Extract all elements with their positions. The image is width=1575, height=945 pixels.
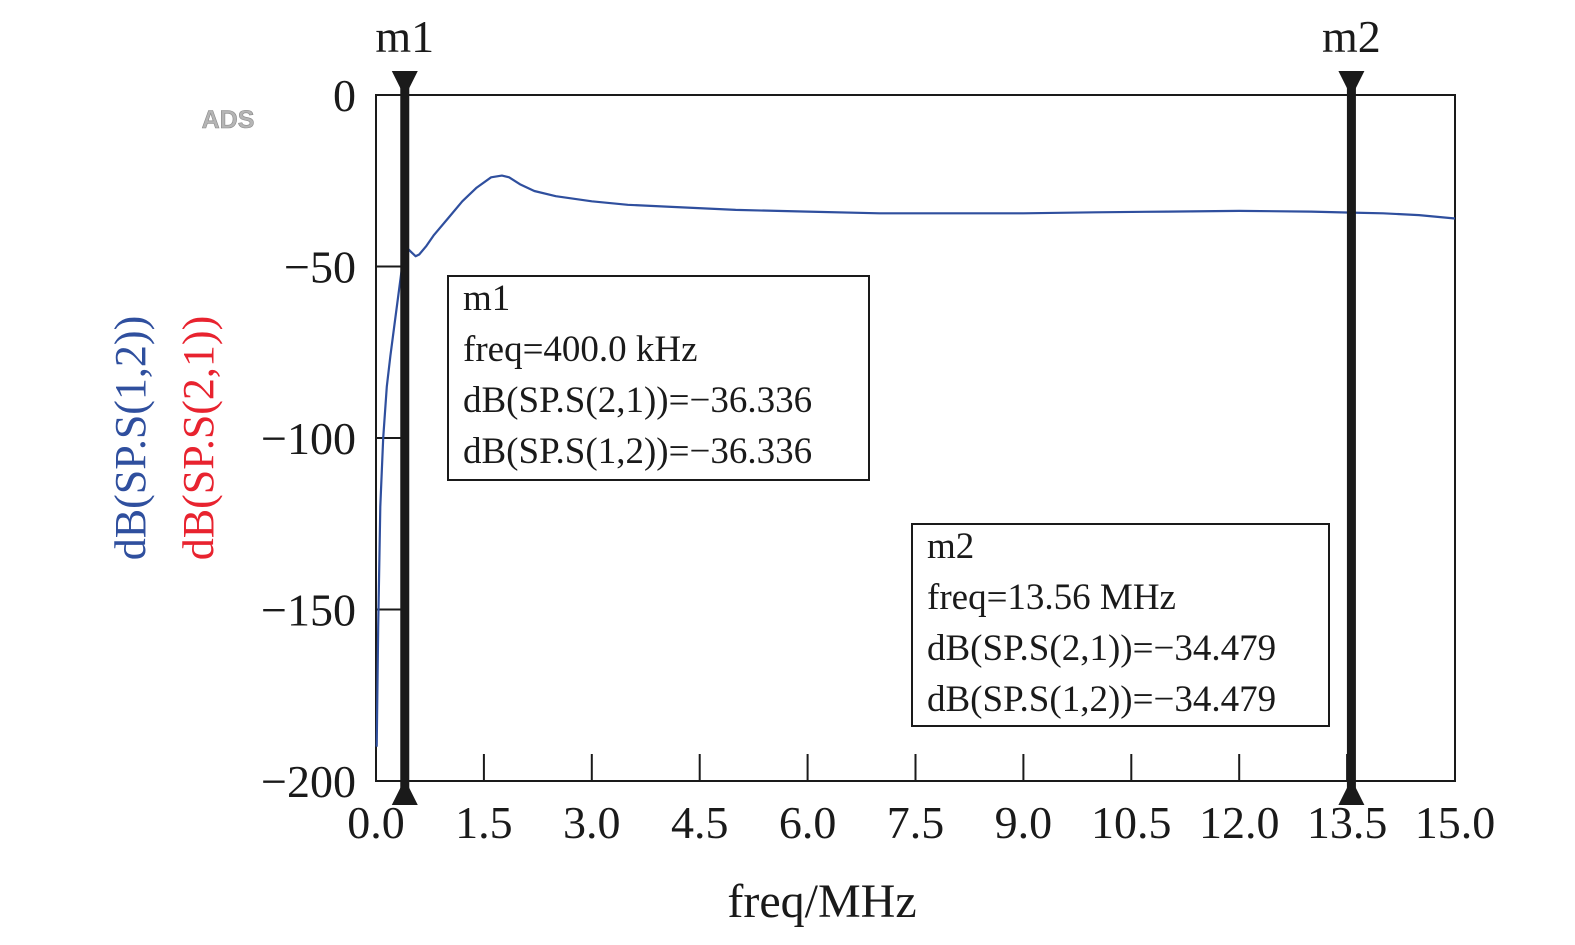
m2-marker-label: m2 bbox=[1322, 11, 1381, 62]
x-tick-label: 6.0 bbox=[779, 797, 837, 848]
m2-readout-line: dB(SP.S(1,2))=−34.479 bbox=[927, 679, 1276, 720]
series-layer bbox=[375, 174, 1456, 747]
x-axis-ticks: 0.0 1.5 3.0 4.5 6.0 7.5 9.0 10.5 12.0 13.5 15.0 bbox=[347, 754, 1495, 848]
x-tick-label: 1.5 bbox=[455, 797, 513, 848]
m2-readout-line: m2 bbox=[927, 526, 974, 567]
y-tick-label: −50 bbox=[284, 242, 356, 293]
software-label: ADS bbox=[202, 106, 255, 134]
x-tick-label: 13.5 bbox=[1307, 797, 1388, 848]
series-line-1 bbox=[375, 174, 1456, 747]
y-axis-label: dB(SP.S(1,2)) dB(SP.S(2,1)) bbox=[106, 316, 223, 561]
x-tick-label: 10.5 bbox=[1091, 797, 1172, 848]
x-axis-label: freq/MHz bbox=[727, 875, 916, 928]
marker-layer: m1 m1 freq=400.0 kHz dB(SP.S(2,1))=−36.336 d… bbox=[375, 11, 1381, 805]
y-axis-ticks: 0 −50 −100 −150 −200 bbox=[261, 70, 403, 807]
m1-marker-bottom-icon bbox=[391, 779, 418, 805]
m2-readout-box bbox=[911, 523, 1330, 727]
m1-readout-line: dB(SP.S(2,1))=−36.336 bbox=[463, 380, 812, 421]
x-tick-label: 4.5 bbox=[671, 797, 729, 848]
y-axis-label-series-1: dB(SP.S(1,2)) bbox=[106, 316, 155, 561]
y-tick-label: −200 bbox=[261, 756, 356, 807]
y-axis-label-series-2: dB(SP.S(2,1)) bbox=[174, 316, 223, 561]
x-tick-label: 3.0 bbox=[563, 797, 621, 848]
m2-readout-line: dB(SP.S(2,1))=−34.479 bbox=[927, 628, 1276, 669]
x-tick-label: 12.0 bbox=[1199, 797, 1280, 848]
m1-readout-box bbox=[447, 275, 870, 481]
y-tick-label: −100 bbox=[261, 413, 356, 464]
m1-marker-label: m1 bbox=[375, 11, 434, 62]
m1-readout-line: dB(SP.S(1,2))=−36.336 bbox=[463, 431, 812, 472]
m2-readout-line: freq=13.56 MHz bbox=[927, 577, 1176, 618]
x-tick-label: 15.0 bbox=[1415, 797, 1496, 848]
m2-marker-top-icon bbox=[1338, 71, 1365, 97]
m1-readout-line: freq=400.0 kHz bbox=[463, 329, 698, 370]
y-tick-label: 0 bbox=[333, 70, 356, 121]
x-tick-label: 0.0 bbox=[347, 797, 405, 848]
m1-marker-top-icon bbox=[391, 71, 418, 97]
x-tick-label: 9.0 bbox=[995, 797, 1053, 848]
y-tick-label: −150 bbox=[261, 585, 356, 636]
x-tick-label: 7.5 bbox=[887, 797, 945, 848]
m2-marker-bottom-icon bbox=[1338, 779, 1365, 805]
m1-readout-line: m1 bbox=[463, 278, 510, 319]
